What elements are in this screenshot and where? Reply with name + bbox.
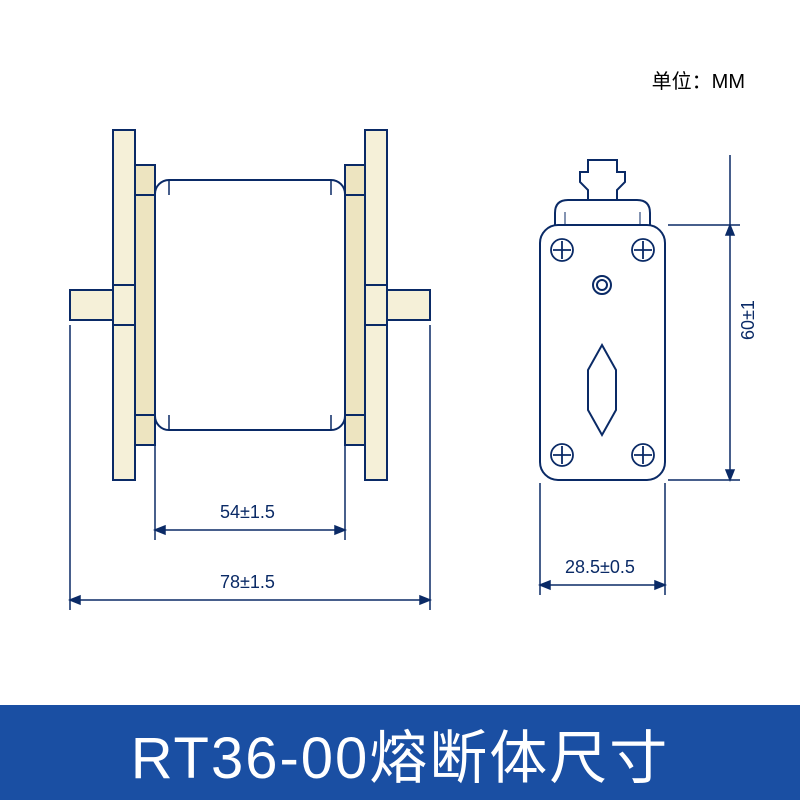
diagram-canvas: 单位：MM	[0, 0, 800, 800]
side-view	[0, 0, 800, 800]
title-text: RT36-00熔断体尺寸	[131, 711, 670, 795]
dim-side-height: 60±1	[738, 300, 759, 340]
title-bar: RT36-00熔断体尺寸	[0, 705, 800, 800]
dim-side-width: 28.5±0.5	[565, 557, 635, 578]
